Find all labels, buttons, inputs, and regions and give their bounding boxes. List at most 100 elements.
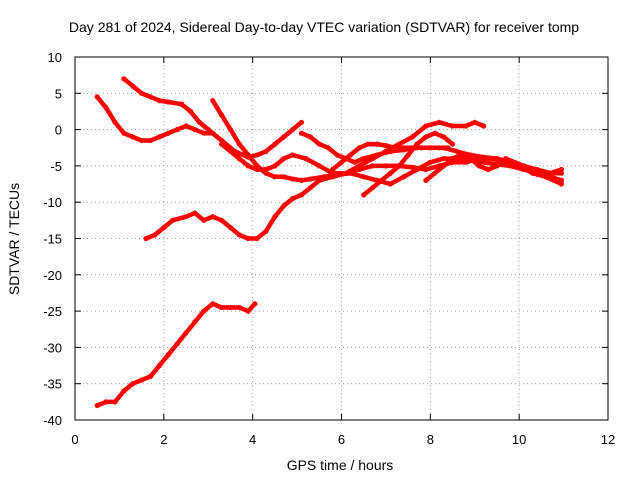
data-point [449,156,456,162]
data-point [187,108,194,114]
data-point [130,134,136,140]
series-line-trace-10 [94,301,258,408]
data-point [192,210,198,216]
data-point [139,377,145,383]
data-point [94,94,100,100]
data-point [147,94,154,100]
data-point [387,181,393,187]
data-point [236,232,242,238]
data-point [152,232,158,238]
data-point [130,83,136,89]
data-point [396,163,402,169]
data-point [370,163,376,169]
y-tick-label: 0 [55,123,62,138]
data-point [374,152,380,158]
x-tick-label: 8 [427,432,434,447]
x-tick-label: 10 [512,432,526,447]
x-tick-label: 4 [249,432,256,447]
chart-title: Day 281 of 2024, Sidereal Day-to-day VTE… [69,19,579,35]
y-tick-label: -15 [43,232,62,247]
data-point [401,145,407,151]
data-point [441,163,447,169]
data-point [290,152,296,158]
data-point [512,159,518,165]
data-point [183,123,189,129]
data-point [383,143,389,149]
data-point [307,134,313,140]
data-point [463,123,469,129]
data-point [325,145,331,151]
data-point [192,319,198,325]
data-point [121,130,127,136]
data-point [281,174,287,180]
data-point [290,176,296,182]
data-point [396,141,402,147]
data-point [272,214,278,220]
y-tick-label: -20 [43,268,62,283]
data-point [361,156,367,162]
grid-lines [75,57,608,420]
data-point [179,101,185,107]
data-point [121,76,127,82]
data-point [414,141,420,147]
data-point [343,170,349,176]
data-point [410,164,416,170]
data-point [236,304,242,311]
data-point [219,217,225,223]
data-point [103,105,109,111]
data-point [263,166,269,173]
data-point [130,381,136,387]
data-point [449,123,456,129]
data-point [449,141,456,147]
data-point [298,130,305,136]
y-tick-label: -25 [43,304,62,319]
data-point [374,141,380,147]
x-tick-label: 6 [338,432,345,447]
data-point [347,152,353,158]
data-point [290,127,296,133]
data-point [263,228,269,234]
data-point [272,163,278,169]
data-point [94,402,100,409]
data-point [290,196,296,202]
series-line-trace-9 [423,152,564,183]
data-point [103,399,109,405]
data-point [227,148,234,154]
y-tick-label: -40 [43,413,62,428]
data-point [472,119,478,125]
data-point [201,217,207,223]
data-point [316,141,322,147]
data-point [558,170,565,176]
data-point [558,166,565,173]
data-point [219,137,225,144]
y-axis-label: SDTVAR / TECUs [6,183,22,295]
data-point [481,159,487,165]
data-point [378,177,385,183]
data-point [538,170,545,176]
data-point [410,134,416,140]
data-point [441,156,447,162]
data-point [307,176,313,182]
data-point [334,152,340,158]
series-layer [94,76,565,409]
data-point [219,112,225,118]
data-point [405,152,411,158]
y-tick-label: -5 [50,159,62,174]
data-point [463,159,469,165]
data-point [196,119,202,125]
data-point [219,141,225,147]
data-point [183,330,189,336]
data-point [192,127,198,133]
data-point [219,304,225,311]
y-tick-label: 5 [55,86,62,101]
y-tick-label: -10 [43,195,62,210]
axes-frame [74,56,609,421]
data-point [330,174,336,180]
data-point [383,163,389,169]
data-point [254,166,260,173]
data-point [427,159,433,165]
data-point [272,141,278,147]
data-point [210,214,216,220]
data-point [165,99,171,105]
data-point [370,185,376,191]
